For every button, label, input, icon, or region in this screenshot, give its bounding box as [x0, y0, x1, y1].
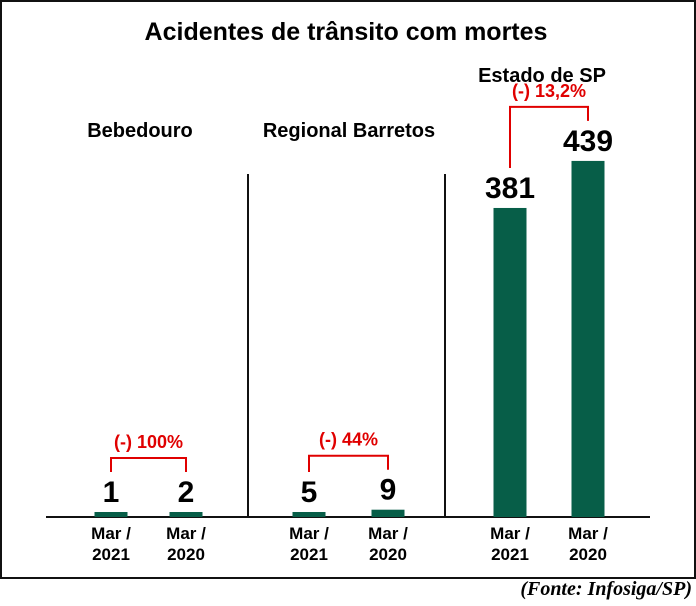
bar	[169, 512, 203, 517]
chart-title: Acidentes de trânsito com mortes	[145, 18, 548, 46]
bar	[493, 207, 527, 517]
data-label: 9	[380, 474, 397, 507]
change-label: (-) 44%	[319, 430, 378, 450]
tick-label: Mar /2020	[166, 524, 206, 564]
tick-label: Mar /2020	[368, 524, 408, 564]
data-label: 2	[178, 476, 195, 509]
data-label: 5	[301, 476, 318, 509]
panel-title: Regional Barretos	[263, 120, 435, 142]
tick-label: Mar /2021	[490, 524, 530, 564]
change-bracket	[509, 105, 589, 168]
change-label: (-) 100%	[114, 432, 183, 452]
tick-label: Mar /2020	[568, 524, 608, 564]
change-label: (-) 13,2%	[512, 81, 586, 101]
data-label: 381	[485, 172, 535, 205]
bar	[371, 509, 405, 517]
data-label: 439	[563, 125, 613, 158]
bar	[94, 512, 128, 517]
bar	[571, 160, 605, 517]
panel-title: Bebedouro	[87, 120, 193, 142]
tick-label: Mar /2021	[91, 524, 131, 564]
chart-marks: Bebedouro 1 Mar /2021 2 Mar /2020 (-) 100% Reg…	[87, 65, 613, 564]
source-note: (Fonte: Infosiga/SP)	[520, 578, 692, 600]
bar	[292, 512, 326, 517]
change-bracket	[110, 457, 187, 472]
data-label: 1	[103, 476, 120, 509]
change-bracket	[308, 454, 389, 472]
tick-label: Mar /2021	[289, 524, 329, 564]
panel-title: Estado de SP	[478, 65, 606, 87]
